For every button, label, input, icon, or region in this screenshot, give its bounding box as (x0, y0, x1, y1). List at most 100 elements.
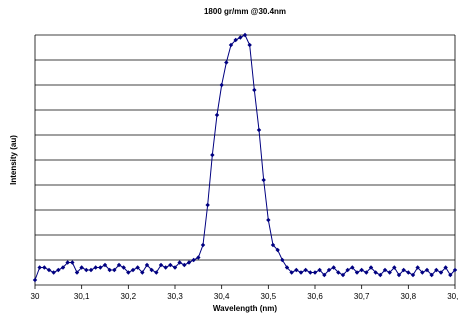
x-tick-label: 30,1 (74, 292, 90, 301)
x-tick-label: 30 (31, 292, 40, 301)
data-point (429, 272, 434, 278)
data-point (149, 267, 154, 273)
data-point (298, 270, 304, 275)
data-point (266, 217, 271, 223)
data-point (382, 267, 388, 273)
data-point (275, 247, 280, 253)
data-point (443, 265, 448, 270)
x-tick-label: 30,9 (447, 292, 458, 301)
data-point (270, 242, 276, 248)
data-point (210, 152, 215, 158)
data-point (200, 242, 206, 248)
data-point (158, 262, 164, 268)
data-point (303, 267, 308, 273)
data-point (326, 267, 332, 273)
data-point (424, 267, 430, 273)
data-point (242, 32, 248, 38)
data-point (252, 87, 257, 93)
data-point (84, 267, 89, 273)
data-point (219, 82, 224, 88)
data-point (112, 267, 117, 273)
x-tick-label: 30,3 (167, 292, 183, 301)
data-point (350, 265, 355, 270)
data-point (359, 267, 364, 273)
data-point (60, 265, 66, 270)
data-point (163, 265, 168, 270)
data-point (224, 60, 229, 65)
data-point (294, 267, 299, 273)
data-point (102, 262, 108, 268)
data-point (130, 267, 136, 273)
data-point (340, 272, 346, 278)
data-point (247, 42, 252, 48)
data-point (308, 270, 313, 275)
data-point (32, 277, 38, 283)
x-tick-label: 30,4 (214, 292, 230, 301)
data-point (182, 262, 187, 268)
x-tick-label: 30,2 (121, 292, 137, 301)
data-point (280, 257, 285, 263)
data-point (177, 260, 182, 265)
data-point (46, 267, 52, 273)
data-point (317, 267, 322, 273)
data-point (354, 270, 360, 275)
x-tick-label: 30,7 (354, 292, 370, 301)
data-point (396, 272, 402, 278)
data-point (312, 270, 318, 275)
data-point (322, 272, 327, 278)
data-point (51, 270, 56, 275)
data-point (74, 270, 80, 275)
data-point (289, 270, 294, 275)
data-point (196, 255, 201, 260)
x-tick-label: 30,8 (401, 292, 417, 301)
data-point (98, 265, 103, 270)
x-tick-label: 30,6 (307, 292, 323, 301)
data-point (70, 260, 75, 265)
data-point (79, 265, 84, 270)
data-point (37, 265, 42, 270)
data-point (406, 270, 411, 275)
data-point (256, 127, 262, 133)
data-point (135, 265, 140, 270)
data-point (93, 265, 98, 270)
data-point (336, 270, 341, 275)
data-point (364, 270, 369, 275)
data-point (434, 267, 439, 273)
data-point (186, 260, 192, 265)
chart-title: 1800 gr/mm @30.4nm (204, 7, 286, 16)
data-point (191, 257, 196, 263)
data-point (452, 267, 458, 273)
x-tick-label: 30,5 (261, 292, 277, 301)
data-point (126, 270, 131, 275)
data-point (121, 265, 126, 270)
data-point (116, 262, 122, 268)
data-point (415, 265, 420, 270)
data-point (214, 112, 220, 118)
data-point (387, 270, 392, 275)
data-point (401, 267, 406, 273)
y-axis-label: Intensity (au) (9, 135, 18, 185)
data-point (261, 177, 266, 183)
data-point (56, 267, 61, 273)
data-point (392, 265, 397, 270)
data-point (238, 35, 243, 40)
data-point (420, 270, 425, 275)
data-point (368, 265, 374, 270)
data-point (228, 42, 234, 48)
data-point (140, 270, 145, 275)
data-point (88, 267, 94, 273)
data-point (410, 272, 416, 278)
data-point (205, 202, 210, 208)
data-point (168, 262, 173, 268)
data-point (172, 265, 178, 270)
data-point (345, 267, 350, 273)
data-point (378, 272, 383, 278)
x-axis-label: Wavelength (nm) (213, 304, 277, 313)
data-point (107, 267, 112, 273)
data-point (154, 270, 159, 275)
data-point (373, 270, 378, 275)
data-point (42, 265, 47, 270)
data-point (331, 265, 336, 270)
data-point (65, 260, 70, 265)
